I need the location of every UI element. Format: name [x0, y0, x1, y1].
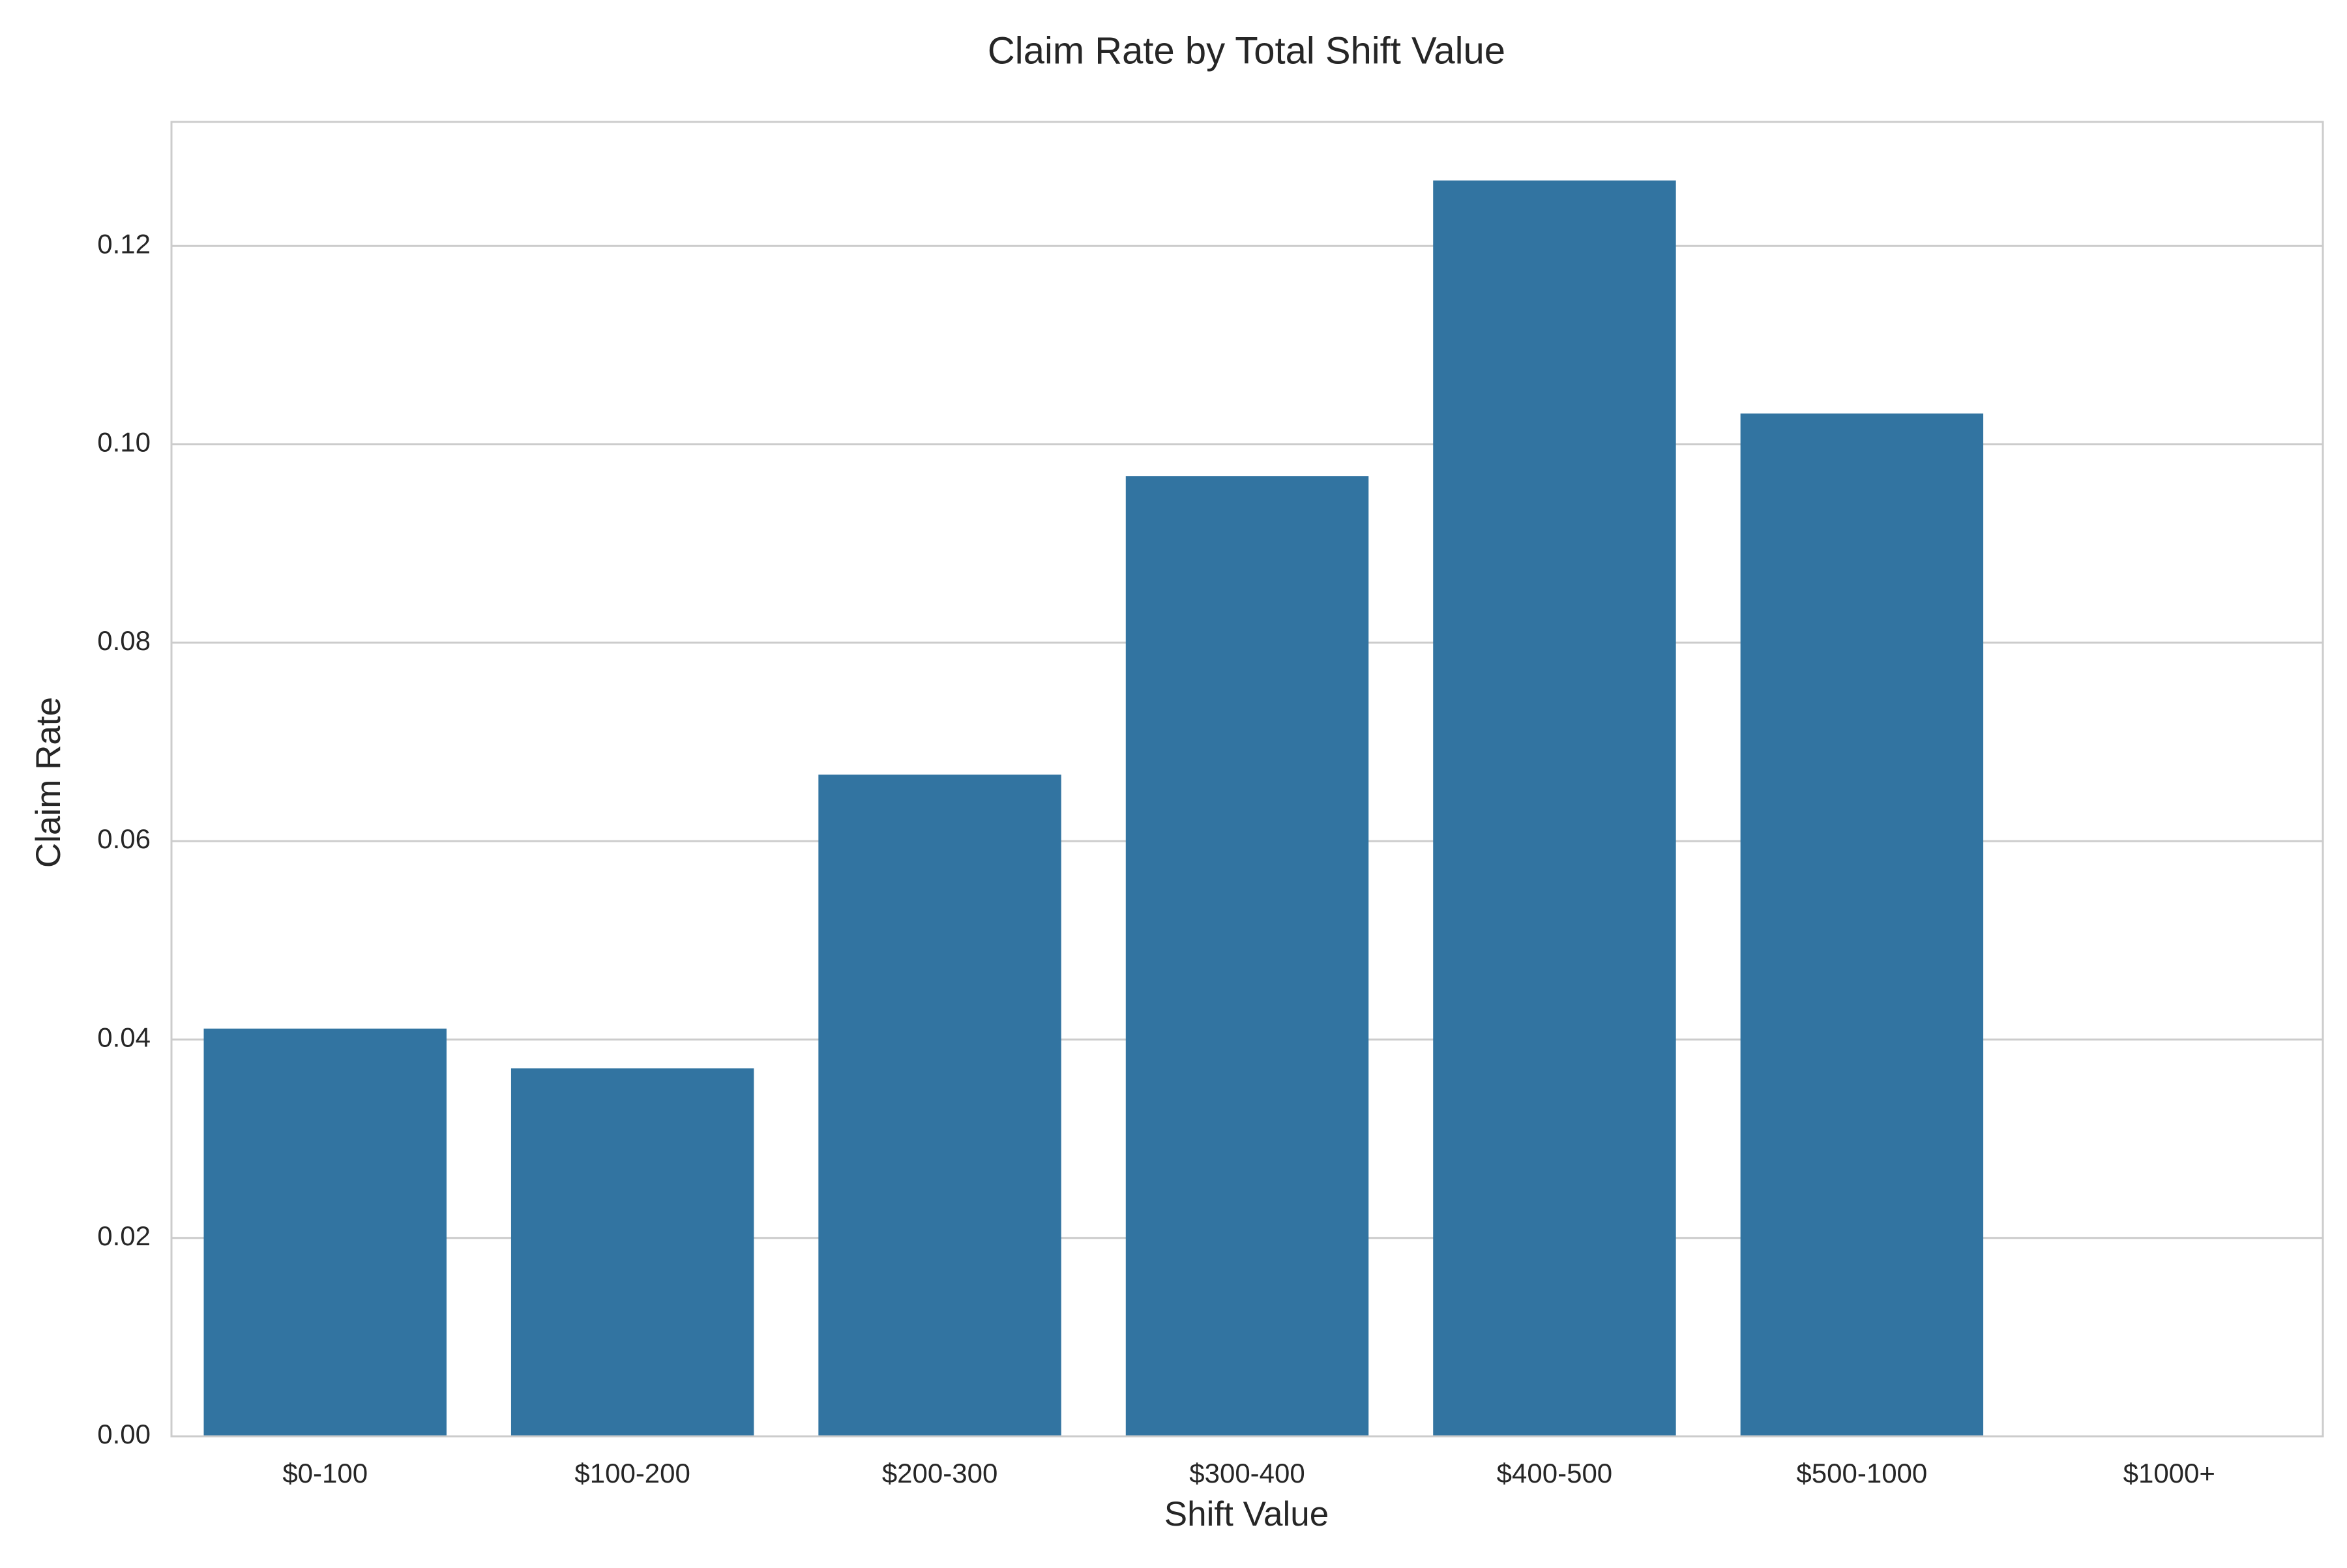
- x-tick-label: $500-1000: [1796, 1458, 1927, 1488]
- plot-frame: [170, 121, 2324, 1438]
- x-tick-labels: $0-100 $100-200 $200-300 $300-400 $400-500 $5…: [282, 1458, 2215, 1488]
- x-tick-label: $200-300: [882, 1458, 998, 1488]
- x-tick-label: $1000+: [2123, 1458, 2215, 1488]
- bar: [1125, 476, 1369, 1436]
- y-tick-label: 0.04: [97, 1022, 151, 1052]
- y-tick-label: 0.08: [97, 625, 151, 656]
- bar: [510, 1068, 754, 1436]
- x-tick-label: $400-500: [1497, 1458, 1613, 1488]
- y-tick-label: 0.10: [97, 427, 151, 458]
- bar: [1433, 180, 1676, 1436]
- y-tick-label: 0.06: [97, 823, 151, 854]
- bar: [203, 1028, 447, 1436]
- chart-title: Claim Rate by Total Shift Value: [988, 29, 1505, 72]
- y-tick-label: 0.00: [97, 1419, 151, 1449]
- y-tick-labels: 0.00 0.02 0.04 0.06 0.08 0.10 0.12: [97, 228, 151, 1449]
- x-tick-label: $100-200: [574, 1458, 690, 1488]
- y-axis-label: Claim Rate: [29, 697, 68, 868]
- x-axis-label: Shift Value: [1164, 1495, 1329, 1533]
- x-tick-label: $0-100: [282, 1458, 368, 1488]
- bar: [818, 775, 1061, 1436]
- y-tick-label: 0.02: [97, 1220, 151, 1251]
- bar: [1740, 413, 1984, 1437]
- bars: [203, 180, 1984, 1437]
- x-tick-label: $300-400: [1189, 1458, 1305, 1488]
- y-tick-label: 0.12: [97, 228, 151, 259]
